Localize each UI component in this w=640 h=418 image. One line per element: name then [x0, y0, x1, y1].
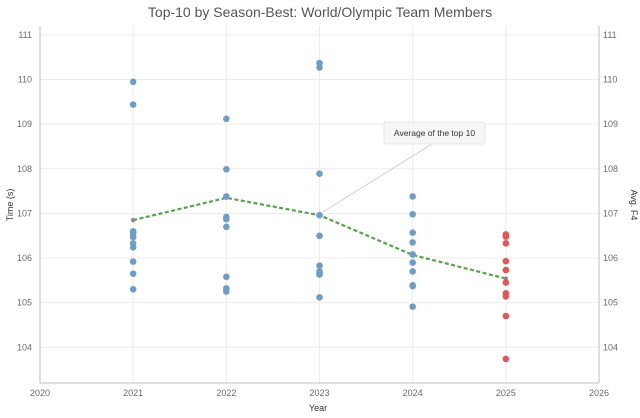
- annotation: Average of the top 10: [322, 121, 486, 213]
- data-point: [502, 266, 510, 274]
- y-tick-label-left: 105: [17, 298, 32, 308]
- y-axis-label: Time (s): [5, 189, 15, 222]
- y-tick-label-right: 106: [603, 253, 618, 263]
- y-tick-label-right: 109: [603, 119, 618, 129]
- y-tick-label-left: 104: [17, 342, 32, 352]
- data-point: [409, 229, 416, 236]
- y-tick-labels: 104 104 105 105 106 106 107 107 108 108 109 109 110 1…: [17, 30, 618, 352]
- data-point: [129, 101, 137, 108]
- y-tick-label-left: 107: [17, 208, 32, 218]
- y-tick-label-left: 106: [17, 253, 32, 263]
- data-point: [502, 355, 510, 363]
- data-point: [409, 259, 416, 266]
- data-point: [409, 239, 416, 246]
- y-tick-label-right: 110: [603, 75, 617, 85]
- annotation-text: Average of the top 10: [394, 128, 475, 138]
- x-tick-label: 2022: [216, 388, 236, 398]
- y-tick-label-right: 108: [603, 164, 618, 174]
- data-point: [316, 170, 323, 178]
- data-point: [409, 268, 416, 275]
- data-point: [409, 303, 416, 310]
- data-point: [409, 193, 416, 200]
- data-point: [502, 293, 510, 300]
- data-point: [129, 258, 137, 265]
- data-point: [316, 232, 323, 240]
- y-tick-label-left: 109: [17, 119, 32, 129]
- data-point: [502, 240, 510, 247]
- y-tick-label-left: 111: [18, 30, 32, 40]
- scatter-points: [129, 59, 510, 363]
- data-point: [223, 165, 230, 173]
- data-point: [316, 262, 323, 269]
- x-tick-label: 2025: [496, 388, 516, 398]
- data-point: [223, 273, 230, 281]
- data-point: [316, 294, 323, 301]
- data-point: [223, 288, 230, 295]
- data-point: [129, 270, 137, 277]
- data-point: [129, 244, 137, 251]
- y-tick-label-right: 111: [603, 30, 617, 40]
- data-point: [316, 211, 323, 219]
- data-point: [502, 279, 510, 286]
- data-point: [223, 115, 230, 123]
- x-tick-label: 2024: [403, 388, 423, 398]
- y-tick-label-left: 110: [18, 75, 32, 85]
- x-tick-label: 2021: [123, 388, 143, 398]
- x-tick-label: 2026: [589, 388, 609, 398]
- data-point: [316, 271, 323, 278]
- data-point: [129, 233, 137, 241]
- y-tick-label-left: 108: [17, 164, 32, 174]
- annotation-box: [383, 121, 486, 145]
- data-point: [409, 211, 416, 218]
- data-point: [409, 251, 416, 258]
- data-point: [502, 257, 510, 265]
- x-tick-labels: 2020 2021 2022 2023 2024 2025 2026: [30, 388, 609, 398]
- average-point: [130, 217, 136, 223]
- y-tick-label-right: 105: [603, 298, 618, 308]
- data-point: [223, 215, 230, 223]
- data-point: [502, 233, 510, 240]
- y-tick-label-right: 104: [603, 342, 618, 352]
- annotation-leader-line: [322, 143, 433, 213]
- data-point: [502, 312, 510, 320]
- x-tick-label: 2020: [30, 388, 50, 398]
- right-axis-label: Avg. F4: [629, 190, 639, 221]
- data-point: [316, 64, 323, 71]
- data-point: [223, 223, 230, 231]
- y-tick-label-right: 107: [603, 208, 618, 218]
- data-point: [129, 285, 137, 293]
- axes: [39, 26, 600, 384]
- x-axis-label: Year: [309, 403, 327, 413]
- data-point: [129, 78, 137, 86]
- x-tick-label: 2023: [309, 388, 329, 398]
- gridlines: [39, 26, 600, 383]
- data-point: [409, 282, 416, 290]
- chart-title: Top-10 by Season-Best: World/Olympic Tea…: [148, 4, 492, 20]
- data-point: [223, 193, 230, 200]
